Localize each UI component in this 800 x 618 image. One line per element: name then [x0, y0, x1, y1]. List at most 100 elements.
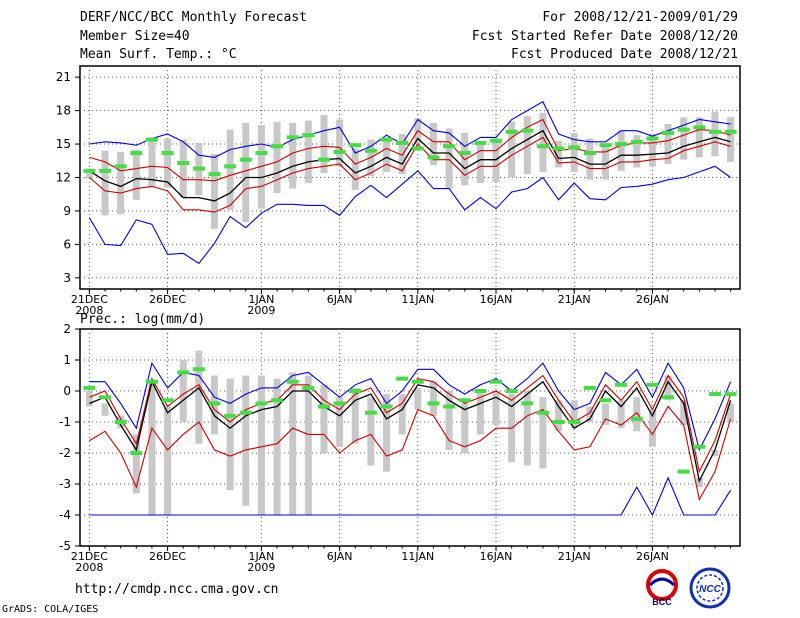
temp-member-marker	[271, 144, 284, 149]
prec-spread-box	[711, 449, 719, 457]
prec-spread-box	[476, 391, 484, 435]
temp-spread-box	[226, 129, 234, 210]
temp-spread-box	[273, 121, 281, 194]
temp-member-marker	[364, 148, 377, 153]
temp-ytick-label: 3	[63, 271, 71, 285]
temp-spread-box	[727, 117, 735, 162]
prec-member-marker	[521, 401, 534, 406]
temp-spread-box	[398, 134, 406, 175]
temp-xtick-label: 16JAN	[480, 293, 513, 306]
temp-spread-box	[85, 171, 93, 179]
chart-title: DERF/NCC/BCC Monthly Forecast	[80, 10, 307, 25]
temp-member-marker	[568, 145, 581, 150]
temp-member-marker	[177, 161, 190, 166]
prec-spread-box	[680, 400, 688, 426]
prec-member-marker	[130, 451, 143, 455]
prec-spread-box	[414, 387, 422, 410]
temp-ytick-label: 9	[63, 204, 71, 218]
prec-spread-box	[586, 406, 594, 422]
prec-ytick-label: 1	[63, 353, 71, 367]
prec-member-marker	[224, 413, 237, 418]
variable-label: Mean Surf. Temp.: °C	[80, 47, 237, 62]
temp-mean-line	[89, 129, 731, 202]
prec-spread-box	[445, 391, 453, 450]
prec-xtick-label: 21DEC	[71, 550, 108, 563]
prec-mean-line	[89, 379, 732, 483]
temp-member-marker	[208, 172, 221, 177]
prec-xtick-label: 6JAN	[327, 550, 353, 563]
temp-xtick-label: 26DEC	[149, 293, 186, 306]
temp-spread-box	[711, 111, 719, 157]
temp-member-marker	[662, 130, 675, 135]
temp-spread-box	[179, 139, 187, 198]
prec-member-marker	[114, 420, 127, 424]
member-size: Member Size=40	[80, 29, 190, 44]
prec-spread-box	[383, 394, 391, 472]
temp-ytick-label: 18	[56, 104, 71, 118]
prec-spread-box	[148, 381, 156, 515]
temp-member-marker	[458, 150, 471, 155]
prec-member-marker	[83, 385, 96, 390]
temp-member-marker	[411, 146, 424, 151]
temp-spread-box	[601, 145, 609, 180]
prec-member-marker	[583, 385, 596, 390]
produced-date: Fcst Produced Date 2008/12/21	[511, 47, 738, 62]
prec-member-marker	[411, 379, 424, 384]
forecast-period: For 2008/12/21-2009/01/29	[542, 10, 738, 25]
prec-member-marker	[568, 420, 581, 424]
prec-member-marker	[208, 401, 221, 406]
temp-spread-box	[257, 125, 265, 209]
prec-spread-box	[304, 375, 312, 515]
temp-member-marker	[708, 129, 721, 134]
prec-member-marker	[271, 398, 284, 403]
temp-member-marker	[474, 140, 487, 145]
temp-member-marker	[83, 168, 96, 173]
prec-upper-line	[89, 361, 732, 452]
temp-spread-box	[664, 123, 672, 165]
prec-ytick-label: -5	[59, 539, 71, 553]
source-url[interactable]: http://cmdp.ncc.cma.gov.cn	[75, 582, 279, 597]
temp-member-marker	[192, 166, 205, 171]
prec-band_hi-line	[89, 374, 732, 474]
prec-spread-box	[461, 403, 469, 453]
temp-xtick-label: 21JAN	[558, 293, 591, 306]
temp-member-marker	[161, 150, 174, 155]
prec-spread-box	[664, 375, 672, 401]
temp-spread-box	[320, 115, 328, 174]
prec-spread-box	[85, 391, 93, 407]
prec-member-marker	[490, 379, 503, 384]
prec-member-marker	[458, 398, 471, 403]
prec-ytick-label: 2	[63, 322, 71, 336]
prec-xtick-label: 21JAN	[558, 550, 591, 563]
grads-credit: GrADS: COLA/IGES	[2, 604, 99, 615]
prec-xtick-label: 11JAN	[401, 550, 434, 563]
prec-ytick-label: -4	[59, 508, 71, 522]
prec-member-marker	[317, 404, 330, 409]
prec-spread-box	[555, 400, 563, 432]
prec-xtick-label: 26JAN	[636, 550, 669, 563]
prec-member-marker	[646, 382, 659, 387]
temp-xtick-label: 1JAN	[249, 293, 275, 306]
prec-member-marker	[443, 404, 456, 409]
temp-member-marker	[286, 135, 299, 140]
prec-spread-box	[695, 477, 703, 488]
prec-member-marker	[693, 444, 706, 449]
prec-member-marker	[255, 401, 268, 406]
temp-spread-box	[132, 149, 140, 200]
temp-spread-box	[555, 140, 563, 168]
prec-spread-box	[617, 400, 625, 429]
prec-member-marker	[380, 404, 393, 409]
prec-spread-box	[633, 397, 641, 432]
temp-spread-box	[539, 112, 547, 172]
prec-member-marker	[724, 392, 737, 397]
prec-spread-box	[273, 378, 281, 515]
temp-member-marker	[99, 168, 112, 173]
temp-member-marker	[536, 144, 549, 149]
temp-spread-box	[476, 141, 484, 184]
prec-member-marker	[599, 398, 612, 403]
ncc-logo: NCC	[689, 567, 731, 609]
temp-member-marker	[239, 157, 252, 162]
temp-xsub-label: 2009	[247, 304, 275, 317]
prec-spread-box	[289, 372, 297, 515]
temp-member-marker	[599, 143, 612, 148]
